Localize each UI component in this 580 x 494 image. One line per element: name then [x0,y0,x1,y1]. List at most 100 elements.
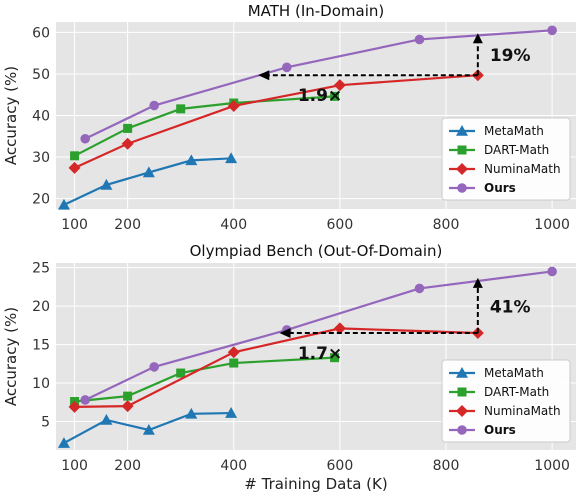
legend-entry-metamath: MetaMath [449,366,544,380]
data-point-numinamath [227,99,240,112]
legend-label: Ours [484,423,516,437]
data-point-ours [282,62,292,73]
legend-label: NuminaMath [484,404,561,418]
y-tick-label: 20 [32,299,50,315]
legend-label: DART-Math [484,385,549,399]
data-point-metamath [57,437,70,448]
x-tick-label: 400 [220,217,247,233]
arrow-head-left [258,70,270,81]
data-point-numinamath [68,400,81,413]
x-tick-label: 800 [433,458,460,474]
annotation-vertical-arrow: 19% [472,33,531,76]
data-point-numinamath [333,322,346,335]
x-tick-label: 1000 [534,458,570,474]
data-point-ours [80,133,90,144]
arrow-head-left [279,328,291,339]
data-point-ours [414,283,425,294]
x-tick-label: 200 [114,458,141,474]
annotation-horizontal-arrow: 1.7× [279,328,478,364]
annotation-label-efficiency: 1.7× [298,344,342,364]
data-point-metamath [100,178,113,190]
legend-marker [456,163,468,175]
data-point-dart-math [330,91,340,101]
series-numinamath [68,69,484,174]
x-tick-label: 600 [327,217,354,233]
x-tick-label: 100 [61,217,88,233]
legend-entry-ours: Ours [449,181,516,195]
annotation-vertical-arrow: 41% [472,277,531,334]
legend-marker [457,183,467,193]
legend-marker [456,125,468,136]
legend-box [441,117,571,201]
y-tick-label: 60 [32,25,50,41]
data-point-dart-math [123,391,133,401]
chart-olympiad-bench: 100 200 400 600 800 1000 5 10 15 20 25 Olympiad Ben… [2,242,576,493]
data-point-ours [414,34,425,45]
legend-entry-metamath: MetaMath [449,124,544,138]
x-tick-label: 100 [61,458,88,474]
legend-label: Ours [484,181,516,195]
data-point-numinamath [68,161,81,174]
data-point-metamath [225,152,238,164]
x-tick-label: 1000 [534,217,570,233]
chart-title: Olympiad Bench (Out-Of-Domain) [190,242,443,260]
data-point-ours [80,395,90,405]
data-point-ours [547,266,557,277]
data-point-numinamath [333,79,346,92]
data-point-metamath [185,407,198,419]
chart-math: 100 200 400 600 800 1000 20 30 40 50 60 MATH (In-Do… [2,2,576,233]
legend-box [441,359,571,443]
annotation-label-efficiency: 1.9× [298,86,342,106]
legend-entry-ours: Ours [449,423,516,437]
data-point-dart-math [70,151,80,161]
data-point-numinamath [121,137,134,150]
annotation-horizontal-arrow: 1.9× [258,70,478,106]
legend-entry-dart-math: DART-Math [449,385,549,399]
data-point-metamath [225,407,238,418]
legend-label: NuminaMath [484,162,561,176]
legend-marker [457,387,467,397]
legend: MetaMath DART-Math NuminaMath Ours [441,359,571,443]
legend-entry-dart-math: DART-Math [449,143,549,157]
chart-title: MATH (In-Domain) [248,2,385,20]
legend-entry-numinamath: NuminaMath [449,404,561,418]
y-tick-label: 5 [41,415,50,431]
data-point-dart-math [176,104,186,114]
data-point-ours [149,100,159,111]
legend-marker [456,367,468,378]
data-point-dart-math [330,353,340,363]
x-tick-label: 600 [327,458,354,474]
data-point-numinamath [227,346,240,359]
data-point-metamath [57,198,70,210]
legend-marker [457,425,467,435]
data-point-numinamath [121,400,134,413]
series-metamath [57,152,238,210]
y-tick-label: 15 [32,338,50,354]
data-point-dart-math [176,368,186,378]
legend-label: MetaMath [484,124,544,138]
data-point-ours [149,362,159,372]
data-point-metamath [100,413,113,425]
series-metamath [57,407,238,448]
x-tick-label: 800 [433,217,460,233]
data-point-metamath [142,423,155,435]
data-point-dart-math [229,358,239,368]
arrow-head-up [472,33,483,44]
y-axis-label: Accuracy (%) [2,307,20,406]
annotation-label-improvement: 41% [490,297,531,317]
y-axis-label: Accuracy (%) [2,66,20,165]
series-numinamath [68,322,484,413]
y-tick-label: 10 [32,376,50,392]
data-point-metamath [142,166,155,178]
series-ours [80,25,557,144]
data-point-dart-math [123,123,133,133]
annotation-label-improvement: 19% [490,46,531,66]
legend-entry-numinamath: NuminaMath [449,162,561,176]
y-tick-label: 20 [32,192,50,208]
y-tick-label: 40 [32,109,50,125]
x-tick-label: 400 [220,458,247,474]
arrow-head-up [472,277,483,288]
legend-marker [456,405,468,417]
legend-label: DART-Math [484,143,549,157]
